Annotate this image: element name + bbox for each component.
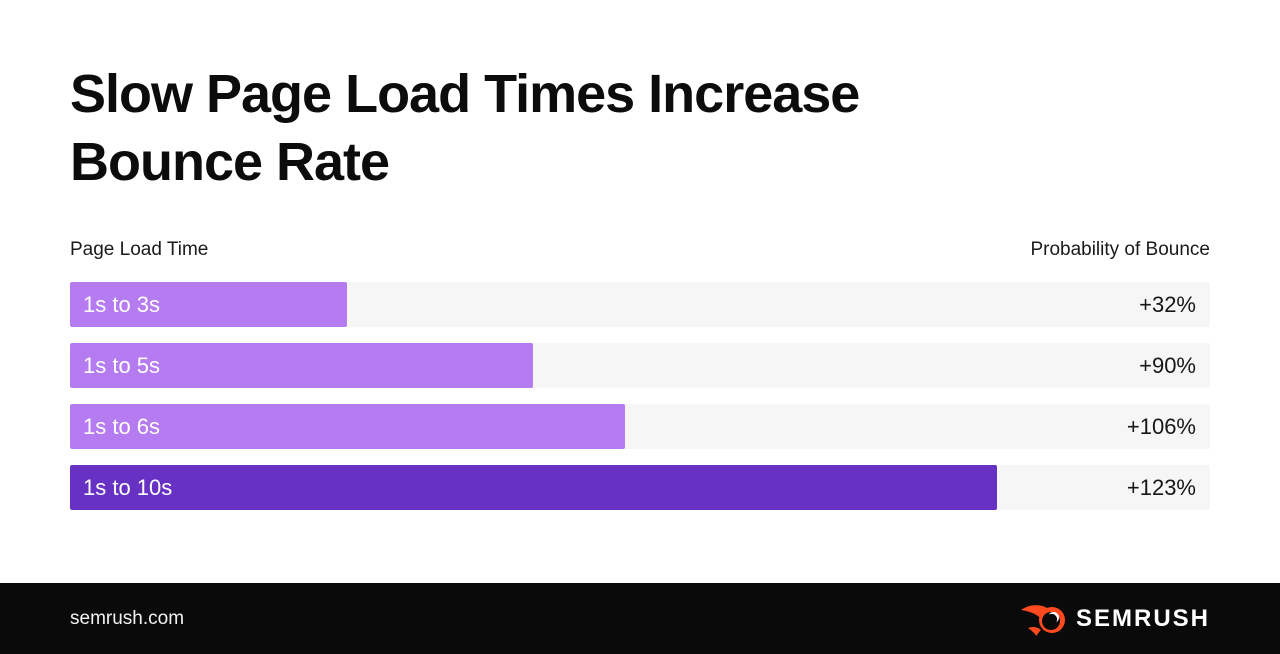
bar-category-label: 1s to 10s — [83, 474, 173, 500]
bar-fill: 1s to 3s — [70, 282, 348, 327]
semrush-logo: SEMRUSH — [1020, 602, 1210, 636]
page-title: Slow Page Load Times Increase Bounce Rat… — [70, 64, 860, 192]
column-headers: Page Load Time Probability of Bounce — [70, 238, 1210, 262]
bar-category-label: 1s to 5s — [83, 352, 161, 378]
bar-row: 1s to 3s +32% — [70, 282, 1210, 327]
semrush-comet-icon — [1020, 604, 1065, 636]
bar-row: 1s to 10s +123% — [70, 465, 1210, 510]
bar-fill: 1s to 5s — [70, 343, 533, 388]
bar-fill: 1s to 10s — [70, 465, 997, 510]
bar-value-label: +123% — [1126, 474, 1196, 500]
footer-bar: semrush.com SEMRUSH — [0, 583, 1280, 654]
footer-site-url: semrush.com — [70, 607, 185, 629]
chart-panel: Slow Page Load Times Increase Bounce Rat… — [70, 64, 1210, 510]
bar-fill: 1s to 6s — [70, 404, 626, 449]
bar-row: 1s to 6s +106% — [70, 404, 1210, 449]
bar-value-label: +106% — [1126, 413, 1196, 439]
bar-category-label: 1s to 3s — [83, 291, 161, 317]
left-column-header: Page Load Time — [70, 239, 209, 260]
bar-category-label: 1s to 6s — [83, 413, 161, 439]
right-column-header: Probability of Bounce — [1030, 239, 1210, 260]
bar-chart: 1s to 3s +32% 1s to 5s +90% 1s to 6s +10… — [70, 282, 1210, 510]
bar-value-label: +90% — [1139, 352, 1196, 378]
bar-value-label: +32% — [1139, 291, 1196, 317]
bar-row: 1s to 5s +90% — [70, 343, 1210, 388]
semrush-wordmark: SEMRUSH — [1075, 604, 1210, 632]
